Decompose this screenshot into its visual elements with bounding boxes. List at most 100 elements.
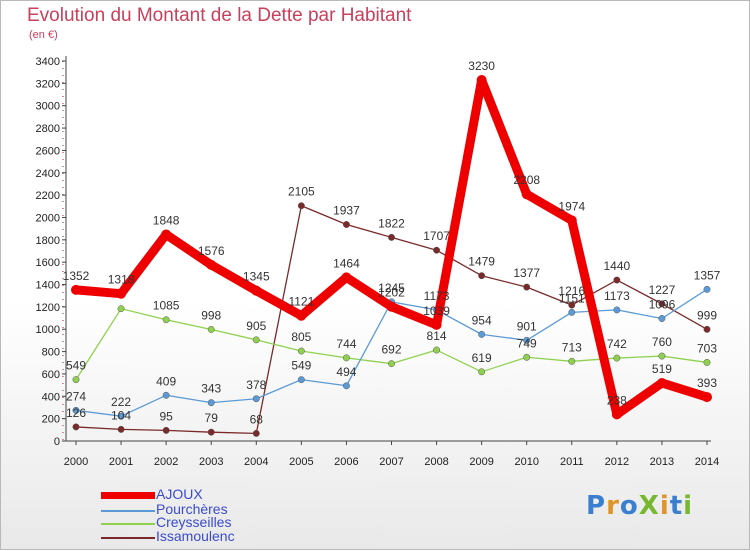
data-label-issamoulenc: 999 <box>697 308 717 322</box>
y-tick-label: 1800 <box>36 235 60 247</box>
data-label-pourcheres: 1357 <box>694 268 721 282</box>
x-tick-label: 2013 <box>650 456 674 468</box>
data-point-creysseilles <box>117 305 125 313</box>
data-point-creysseilles <box>162 316 170 324</box>
data-point-ajoux <box>296 310 307 321</box>
data-point-creysseilles <box>478 368 486 376</box>
y-tick-label: 1400 <box>36 280 60 292</box>
data-point-pourcheres <box>72 406 80 414</box>
logo-letter: t <box>669 491 684 521</box>
data-point-ajoux <box>341 272 352 283</box>
data-label-issamoulenc: 95 <box>159 409 173 423</box>
data-label-pourcheres: 494 <box>336 365 356 379</box>
data-point-issamoulenc <box>72 423 80 431</box>
data-label-pourcheres: 1173 <box>424 289 450 303</box>
y-tick-label: 2000 <box>36 212 60 224</box>
data-label-issamoulenc: 1440 <box>604 259 631 273</box>
data-point-pourcheres <box>297 376 305 384</box>
data-label-ajoux: 1121 <box>288 295 314 309</box>
data-label-ajoux: 3230 <box>468 59 495 73</box>
data-point-issamoulenc <box>568 301 576 309</box>
x-tick-label: 2005 <box>289 456 313 468</box>
data-point-creysseilles <box>207 326 215 333</box>
data-label-creysseilles: 703 <box>697 341 717 355</box>
x-tick-label: 2011 <box>560 456 584 468</box>
data-label-pourcheres: 409 <box>156 374 176 388</box>
y-tick-label: 400 <box>42 391 60 403</box>
data-label-creysseilles: 749 <box>517 336 537 350</box>
legend-swatch-ajoux <box>101 492 155 499</box>
data-point-pourcheres <box>478 330 486 338</box>
data-point-creysseilles <box>703 358 711 366</box>
legend-swatch-pourcheres <box>101 510 155 512</box>
data-point-issamoulenc <box>117 425 125 433</box>
logo-letter: X <box>638 491 660 521</box>
y-tick-label: 1000 <box>36 324 60 336</box>
data-point-ajoux <box>431 319 442 330</box>
data-label-issamoulenc: 1822 <box>378 216 405 230</box>
y-tick-label: 600 <box>42 369 60 381</box>
y-tick-label: 200 <box>42 414 60 426</box>
data-point-pourcheres <box>703 285 711 293</box>
data-label-ajoux: 1039 <box>423 304 450 318</box>
y-tick-label: 3200 <box>36 78 60 90</box>
y-tick-label: 3000 <box>36 101 60 113</box>
data-label-pourcheres: 1151 <box>559 291 585 305</box>
x-tick-label: 2009 <box>469 456 493 468</box>
data-point-creysseilles <box>342 354 350 362</box>
data-point-creysseilles <box>72 376 80 384</box>
data-label-pourcheres: 549 <box>291 359 311 373</box>
data-point-creysseilles <box>433 346 441 354</box>
data-label-issamoulenc: 1227 <box>649 283 676 297</box>
data-point-creysseilles <box>658 352 666 360</box>
data-label-pourcheres: 222 <box>111 395 131 409</box>
data-label-pourcheres: 1245 <box>378 281 405 295</box>
data-point-ajoux <box>161 229 172 240</box>
data-label-pourcheres: 1173 <box>604 289 630 303</box>
data-label-creysseilles: 619 <box>472 351 492 365</box>
data-point-ajoux <box>116 288 127 299</box>
data-label-issamoulenc: 2105 <box>288 185 315 199</box>
data-point-issamoulenc <box>207 428 215 436</box>
data-point-ajoux <box>566 215 577 226</box>
x-tick-label: 2001 <box>109 456 133 468</box>
data-label-creysseilles: 1085 <box>153 299 180 313</box>
data-point-ajoux <box>206 259 217 270</box>
data-label-ajoux: 519 <box>652 362 672 376</box>
data-label-creysseilles: 692 <box>381 343 401 357</box>
data-label-ajoux: 1318 <box>108 273 135 287</box>
logo-letter: i <box>683 491 694 521</box>
data-label-ajoux: 1848 <box>153 213 180 227</box>
data-label-creysseilles: 744 <box>336 337 356 351</box>
data-label-creysseilles: 805 <box>291 330 311 344</box>
x-tick-label: 2007 <box>379 456 403 468</box>
data-label-creysseilles: 742 <box>607 337 627 351</box>
x-tick-label: 2014 <box>695 456 719 468</box>
data-label-issamoulenc: 79 <box>205 411 219 425</box>
data-label-ajoux: 2208 <box>513 173 540 187</box>
y-tick-label: 800 <box>42 347 60 359</box>
data-point-creysseilles <box>297 347 305 355</box>
legend-label-ajoux: AJOUX <box>156 486 203 502</box>
data-label-issamoulenc: 1937 <box>333 204 360 218</box>
x-tick-label: 2004 <box>244 456 268 468</box>
data-label-ajoux: 1202 <box>378 286 405 300</box>
data-label-creysseilles: 760 <box>652 335 672 349</box>
data-point-issamoulenc <box>478 272 486 280</box>
legend-swatch-issamoulenc <box>101 537 155 539</box>
data-point-issamoulenc <box>297 202 305 210</box>
data-point-ajoux <box>656 377 667 388</box>
data-label-ajoux: 1464 <box>333 256 360 270</box>
data-point-pourcheres <box>162 391 170 399</box>
data-label-ajoux: 1576 <box>198 244 225 258</box>
legend-label-issamoulenc: Issamoulenc <box>156 528 235 544</box>
data-point-ajoux <box>476 75 487 85</box>
data-point-pourcheres <box>658 315 666 322</box>
data-point-creysseilles <box>252 336 260 344</box>
data-label-issamoulenc: 1707 <box>423 229 450 243</box>
data-label-creysseilles: 998 <box>201 308 221 322</box>
data-label-ajoux: 1352 <box>63 269 90 283</box>
data-label-creysseilles: 549 <box>66 359 86 373</box>
x-tick-label: 2003 <box>199 456 223 468</box>
data-label-ajoux: 238 <box>607 393 627 407</box>
